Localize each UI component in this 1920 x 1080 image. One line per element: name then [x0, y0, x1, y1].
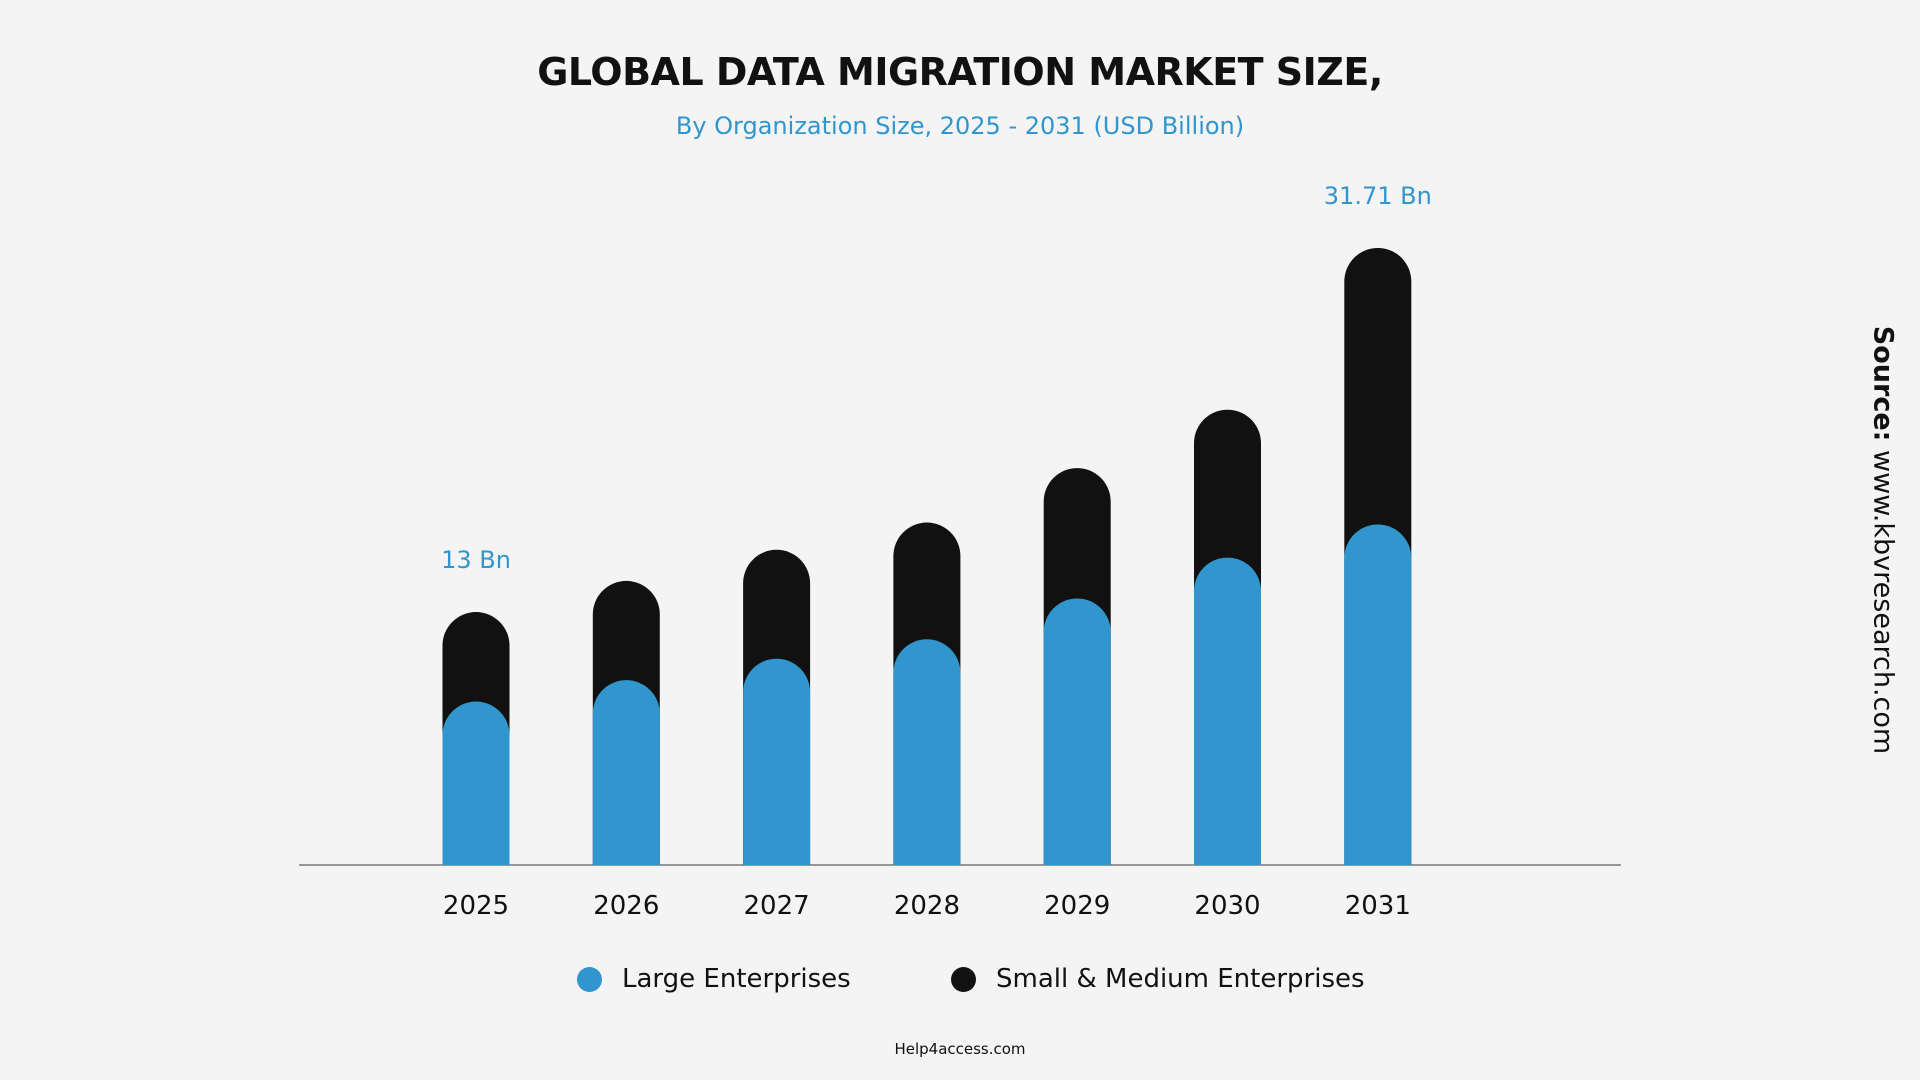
bar-large-enterprises-2030: [1194, 557, 1261, 865]
bar-large-enterprises-2031: [1344, 524, 1412, 865]
x-tick-label: 2030: [1194, 891, 1260, 921]
bar-large-enterprises-2028: [893, 639, 961, 865]
legend-dot-icon: [951, 966, 976, 992]
bar-large-enterprises-2025: [442, 701, 510, 865]
legend-item-large-enterprises: Large Enterprises: [577, 964, 851, 994]
data-label-2031: 31.71 Bn: [1324, 182, 1432, 210]
bar-large-enterprises-2029: [1043, 598, 1111, 865]
data-label-2025: 13 Bn: [441, 546, 511, 574]
bar-large-enterprises-2026: [592, 680, 660, 865]
legend-dot-icon: [577, 966, 602, 992]
x-tick-label: 2028: [894, 891, 960, 921]
x-tick-label: 2027: [744, 891, 810, 921]
x-tick-label: 2031: [1345, 891, 1411, 921]
footer-watermark: Help4access.com: [894, 1040, 1026, 1058]
legend-item-small-medium-enterprises: Small & Medium Enterprises: [951, 964, 1365, 994]
chart-legend: Large Enterprises Small & Medium Enterpr…: [0, 964, 1920, 1000]
x-tick-label: 2026: [593, 891, 659, 921]
source-credit: Source: www.kbvresearch.com: [1868, 326, 1899, 754]
source-label: Source:: [1867, 325, 1899, 442]
legend-label-small-medium-enterprises: Small & Medium Enterprises: [996, 964, 1365, 994]
chart-title: GLOBAL DATA MIGRATION MARKET SIZE,: [537, 50, 1383, 94]
x-tick-label: 2029: [1044, 891, 1110, 921]
legend-label-large-enterprises: Large Enterprises: [622, 964, 851, 994]
x-tick-label: 2025: [443, 891, 509, 921]
chart-subtitle: By Organization Size, 2025 - 2031 (USD B…: [675, 112, 1245, 140]
bar-large-enterprises-2027: [743, 658, 811, 865]
source-url: www.kbvresearch.com: [1867, 450, 1899, 755]
